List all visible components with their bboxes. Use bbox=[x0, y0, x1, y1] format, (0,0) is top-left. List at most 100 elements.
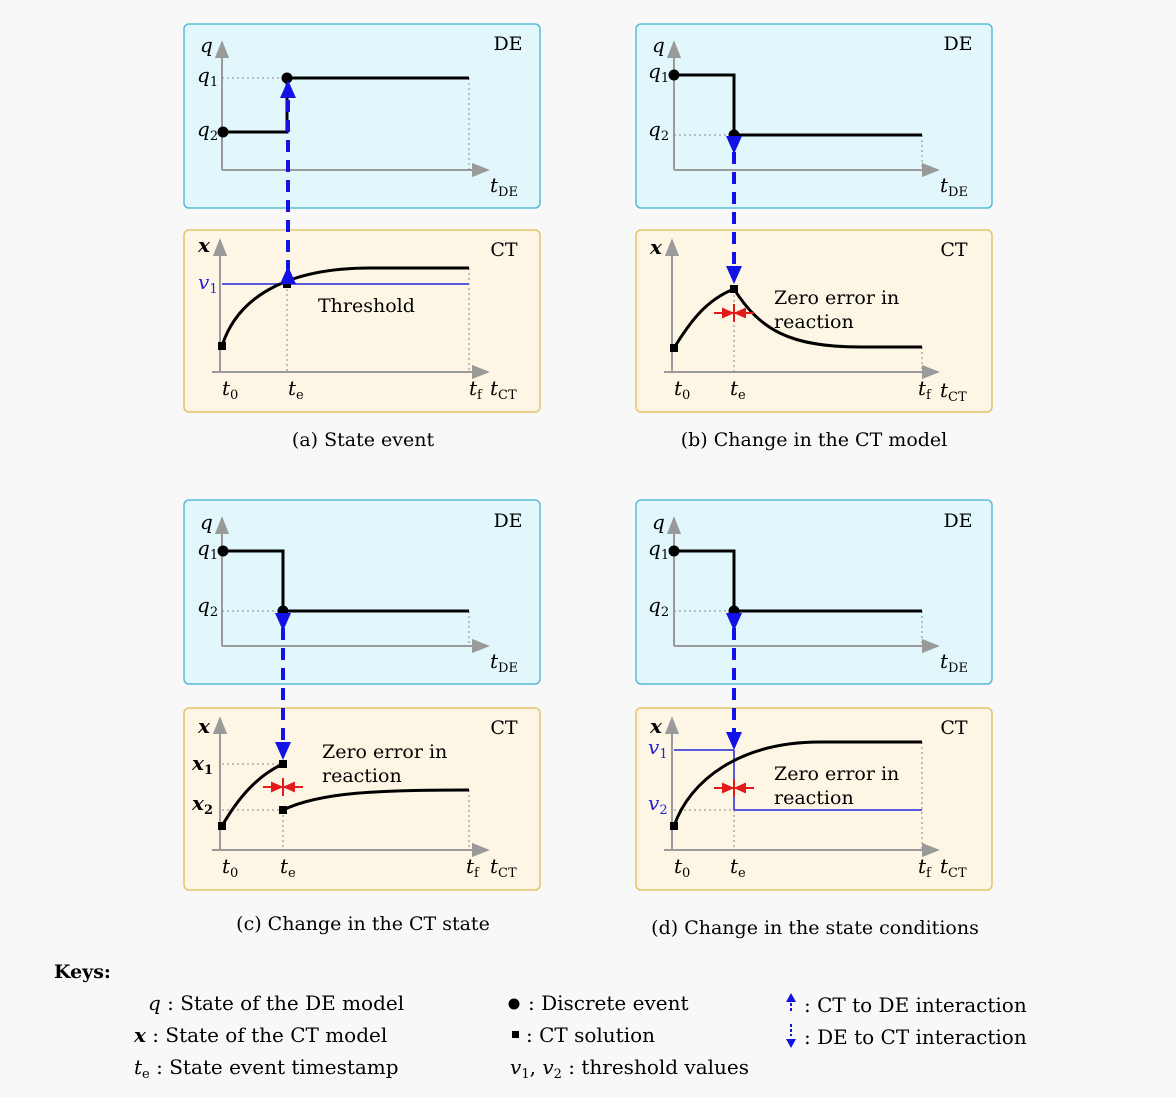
ct-tag: CT bbox=[940, 239, 968, 261]
keys-legend: Keys: q : State of the DE model x : Stat… bbox=[54, 961, 1027, 1082]
ct-state-trajectory bbox=[282, 788, 470, 812]
tick-final-label: tf bbox=[466, 854, 480, 881]
ct-solution-marker bbox=[218, 822, 226, 830]
tick-start-label: t0 bbox=[222, 376, 238, 403]
de-level-high-label: q1 bbox=[197, 63, 218, 90]
discrete-event-key-icon bbox=[508, 998, 520, 1010]
tick-final-label: tf bbox=[918, 854, 932, 881]
error-annotation: Zero error in reaction bbox=[774, 287, 899, 333]
de-state-trajectory bbox=[674, 549, 922, 613]
state-high-label: x1 bbox=[191, 751, 213, 778]
de-box bbox=[183, 499, 541, 685]
ct-y-axis-label: x bbox=[197, 714, 211, 738]
ct-solution-marker bbox=[730, 285, 738, 293]
ct-to-de-key-icon bbox=[786, 993, 796, 1013]
ct-tag: CT bbox=[940, 717, 968, 739]
tick-start-label: t0 bbox=[222, 854, 238, 881]
state-low-label: x2 bbox=[191, 791, 213, 818]
interaction-arrowhead-up bbox=[280, 80, 296, 98]
tick-start-label: t0 bbox=[674, 376, 690, 403]
de-box bbox=[635, 499, 993, 685]
discrete-event-marker bbox=[217, 545, 229, 557]
panel-a: DE CT q tDE q1 q2 x tCT v1 Threshold t0 … bbox=[183, 23, 541, 451]
panel-b: DE CT q tDE q1 q2 x tCT Zero error in rea… bbox=[635, 23, 993, 451]
de-level-low-label: q2 bbox=[197, 593, 218, 620]
de-x-axis-label: tDE bbox=[940, 173, 968, 200]
tick-final-label: tf bbox=[918, 376, 932, 403]
ct-y-axis-label: x bbox=[649, 235, 663, 259]
de-tag: DE bbox=[943, 33, 972, 55]
interaction-arrowhead-down bbox=[726, 266, 742, 284]
de-tag: DE bbox=[493, 510, 522, 532]
key-ct-solution: : CT solution bbox=[526, 1023, 655, 1047]
threshold-label: v1 bbox=[198, 270, 218, 297]
ct-solution-key-icon bbox=[512, 1031, 519, 1038]
interaction-arrowhead-down bbox=[726, 613, 742, 631]
de-tag: DE bbox=[493, 33, 522, 55]
tick-event-label: te bbox=[730, 854, 746, 881]
ct-x-axis-label: tCT bbox=[490, 854, 517, 881]
interaction-arrowhead-down bbox=[275, 742, 291, 760]
key-discrete-event: : Discrete event bbox=[528, 991, 689, 1015]
de-x-axis-label: tDE bbox=[490, 173, 518, 200]
key-de-to-ct: : DE to CT interaction bbox=[804, 1025, 1027, 1049]
de-level-high-label: q1 bbox=[648, 536, 669, 563]
interaction-arrowhead-up bbox=[280, 266, 296, 284]
zero-error-marker bbox=[714, 779, 754, 797]
error-annotation: Zero error in reaction bbox=[322, 741, 447, 787]
tick-event-label: te bbox=[280, 854, 296, 881]
error-annotation: Zero error in reaction bbox=[774, 763, 899, 809]
threshold-annotation: Threshold bbox=[318, 295, 415, 317]
de-box bbox=[635, 23, 993, 209]
tick-start-label: t0 bbox=[674, 854, 690, 881]
de-y-axis-label: q bbox=[200, 510, 213, 534]
keys-title: Keys: bbox=[54, 961, 111, 983]
de-y-axis-label: q bbox=[652, 33, 665, 57]
ct-x-axis-label: tCT bbox=[940, 378, 967, 405]
de-level-high-label: q1 bbox=[648, 59, 669, 86]
de-y-axis-label: q bbox=[200, 33, 213, 57]
ct-state-trajectory bbox=[220, 762, 284, 827]
de-level-low-label: q2 bbox=[197, 117, 218, 144]
tick-event-label: te bbox=[288, 376, 304, 403]
de-level-low-label: q2 bbox=[648, 117, 669, 144]
de-level-low-label: q2 bbox=[648, 593, 669, 620]
threshold-high-label: v1 bbox=[648, 735, 668, 762]
ct-y-axis-label: x bbox=[197, 233, 211, 257]
threshold-low-label: v2 bbox=[648, 791, 668, 818]
ct-box bbox=[635, 229, 993, 413]
ct-box bbox=[183, 707, 541, 891]
key-te: te : State event timestamp bbox=[134, 1055, 399, 1082]
ct-y-axis-label: x bbox=[649, 714, 663, 738]
ct-state-trajectory bbox=[220, 266, 469, 347]
ct-solution-marker bbox=[670, 822, 678, 830]
key-ct-to-de: : CT to DE interaction bbox=[804, 993, 1027, 1017]
panel-caption: (c) Change in the CT state bbox=[236, 913, 490, 935]
key-thresholds: v1, v2 : threshold values bbox=[510, 1055, 749, 1082]
ct-solution-marker bbox=[279, 806, 287, 814]
zero-error-marker bbox=[714, 304, 754, 322]
discrete-event-marker bbox=[668, 545, 680, 557]
de-state-trajectory bbox=[222, 549, 469, 613]
ct-solution-marker bbox=[670, 344, 678, 352]
de-state-trajectory bbox=[674, 73, 922, 137]
discrete-event-marker bbox=[217, 126, 229, 138]
de-level-high-label: q1 bbox=[197, 536, 218, 563]
key-q: q : State of the DE model bbox=[148, 991, 404, 1015]
zero-error-marker bbox=[263, 778, 303, 796]
interaction-arrowhead-down bbox=[726, 136, 742, 154]
ct-x-axis-label: tCT bbox=[490, 376, 517, 403]
ct-box bbox=[183, 229, 541, 413]
de-to-ct-key-icon bbox=[786, 1024, 796, 1048]
discrete-event-marker bbox=[281, 72, 293, 84]
discrete-event-marker bbox=[668, 69, 680, 81]
ct-box bbox=[635, 707, 993, 891]
de-x-axis-label: tDE bbox=[490, 649, 518, 676]
de-x-axis-label: tDE bbox=[940, 649, 968, 676]
ct-x-axis-label: tCT bbox=[940, 854, 967, 881]
ct-tag: CT bbox=[490, 717, 518, 739]
panel-caption: (d) Change in the state conditions bbox=[651, 917, 979, 939]
panel-caption: (a) State event bbox=[292, 429, 435, 451]
tick-final-label: tf bbox=[469, 376, 483, 403]
